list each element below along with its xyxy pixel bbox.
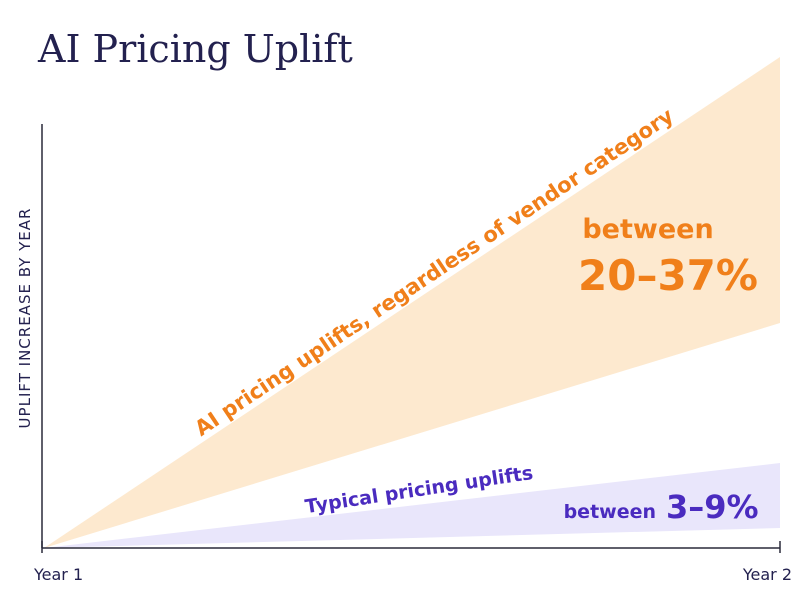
typical-range: 3–9%: [666, 488, 759, 526]
typical-prefix: between: [564, 501, 656, 523]
x-end-label: Year 2: [742, 565, 792, 584]
ai-prefix: between: [582, 214, 713, 245]
typical-wedge: [44, 463, 780, 548]
ai-range: 20–37%: [578, 251, 758, 300]
y-axis-label: UPLIFT INCREASE BY YEAR: [16, 208, 34, 429]
title: AI Pricing Uplift: [37, 27, 353, 71]
ai-wedge: [44, 57, 780, 548]
x-start-label: Year 1: [33, 565, 83, 584]
